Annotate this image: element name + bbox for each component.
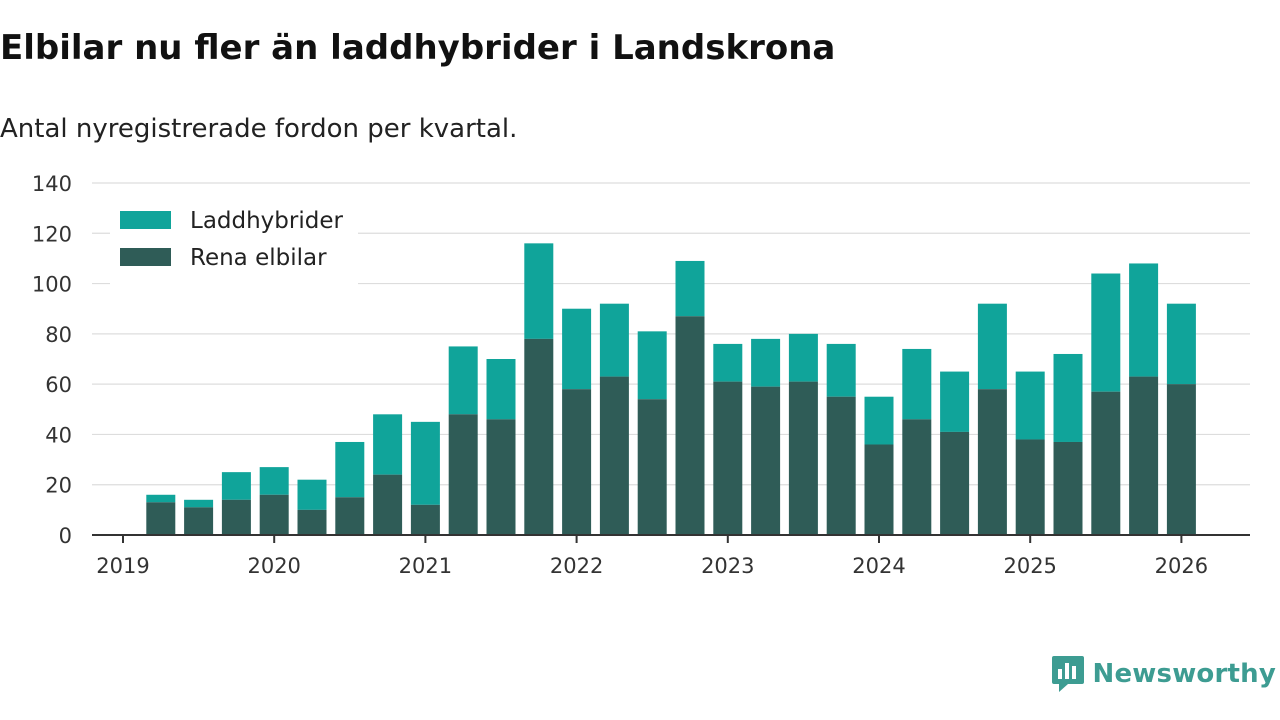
bar-laddhybrider (297, 479, 327, 510)
x-tick-label: 2023 (701, 554, 754, 578)
bar-laddhybrider (977, 303, 1007, 390)
chart-title: Elbilar nu fler än laddhybrider i Landsk… (0, 28, 836, 68)
x-tick-label: 2024 (852, 554, 905, 578)
x-tick-label: 2019 (96, 554, 149, 578)
bar-rena-elbilar (297, 509, 327, 535)
brand-name: Newsworthy (1092, 659, 1276, 689)
bar-laddhybrider (1015, 371, 1045, 440)
y-tick-label: 40 (45, 423, 72, 447)
brand-logo: Newsworthy (1051, 654, 1276, 694)
bar-rena-elbilar (486, 419, 516, 535)
y-tick-label: 140 (32, 172, 72, 196)
x-tick-label: 2020 (247, 554, 300, 578)
bar-laddhybrider (335, 441, 365, 498)
bar-laddhybrider (826, 343, 856, 397)
bar-rena-elbilar (562, 389, 592, 535)
x-tick-label: 2022 (550, 554, 603, 578)
bar-rena-elbilar (373, 474, 403, 535)
x-tick-label: 2025 (1003, 554, 1056, 578)
y-tick-label: 0 (59, 524, 72, 548)
bar-laddhybrider (524, 243, 554, 339)
legend-label: Rena elbilar (190, 245, 327, 271)
bar-laddhybrider (221, 472, 251, 500)
bar-rena-elbilar (637, 399, 667, 535)
bar-rena-elbilar (826, 396, 856, 535)
y-tick-label: 80 (45, 323, 72, 347)
newsworthy-logo-icon (1051, 656, 1084, 692)
y-tick-label: 60 (45, 373, 72, 397)
bar-rena-elbilar (751, 386, 781, 535)
legend-swatch (120, 211, 171, 229)
bar-rena-elbilar (146, 502, 176, 535)
bar-rena-elbilar (940, 431, 970, 535)
bar-laddhybrider (562, 308, 592, 390)
bar-laddhybrider (486, 359, 516, 420)
bar-rena-elbilar (902, 419, 932, 535)
stacked-bar-chart: 0 20 40 60 80 100 120 140 2019 2020 2021 2022 2023 20… (32, 172, 1250, 578)
bar-rena-elbilar (1015, 439, 1045, 535)
bar-laddhybrider (1091, 273, 1121, 392)
legend-label: Laddhybrider (190, 208, 343, 234)
x-tick-label: 2026 (1155, 554, 1208, 578)
legend-swatch (120, 248, 171, 266)
bar-rena-elbilar (1129, 376, 1159, 535)
bar-rena-elbilar (1091, 391, 1121, 535)
bar-laddhybrider (373, 414, 403, 475)
bar-laddhybrider (940, 371, 970, 432)
bar-laddhybrider (637, 331, 667, 400)
y-tick-label: 100 (32, 273, 72, 297)
bar-rena-elbilar (864, 444, 894, 535)
bar-laddhybrider (864, 396, 894, 445)
bar-laddhybrider (1166, 303, 1196, 385)
bar-rena-elbilar (335, 497, 365, 535)
bar-laddhybrider (410, 421, 440, 505)
bar-laddhybrider (448, 346, 478, 415)
bar-rena-elbilar (410, 504, 440, 535)
bar-rena-elbilar (259, 494, 289, 535)
bar-rena-elbilar (675, 316, 705, 535)
bar-laddhybrider (713, 343, 743, 382)
bar-laddhybrider (788, 333, 818, 382)
bar-laddhybrider (599, 303, 629, 377)
chart-subtitle: Antal nyregistrerade fordon per kvartal. (0, 114, 518, 144)
bar-rena-elbilar (221, 499, 251, 535)
bar-rena-elbilar (184, 507, 214, 535)
bar-laddhybrider (902, 348, 932, 420)
bar-rena-elbilar (524, 338, 554, 535)
bar-rena-elbilar (1166, 384, 1196, 535)
bar-laddhybrider (1053, 353, 1083, 442)
y-tick-label: 20 (45, 474, 72, 498)
bar-rena-elbilar (599, 376, 629, 535)
bar-laddhybrider (184, 499, 214, 508)
bar-laddhybrider (146, 494, 176, 503)
bar-laddhybrider (751, 338, 781, 387)
y-tick-label: 120 (32, 222, 72, 246)
bar-laddhybrider (675, 260, 705, 317)
bar-rena-elbilar (788, 381, 818, 535)
bar-laddhybrider (1129, 263, 1159, 377)
bar-laddhybrider (259, 467, 289, 495)
bar-rena-elbilar (713, 381, 743, 535)
x-tick-label: 2021 (399, 554, 452, 578)
bar-rena-elbilar (448, 414, 478, 535)
bar-rena-elbilar (1053, 441, 1083, 535)
bar-rena-elbilar (977, 389, 1007, 535)
